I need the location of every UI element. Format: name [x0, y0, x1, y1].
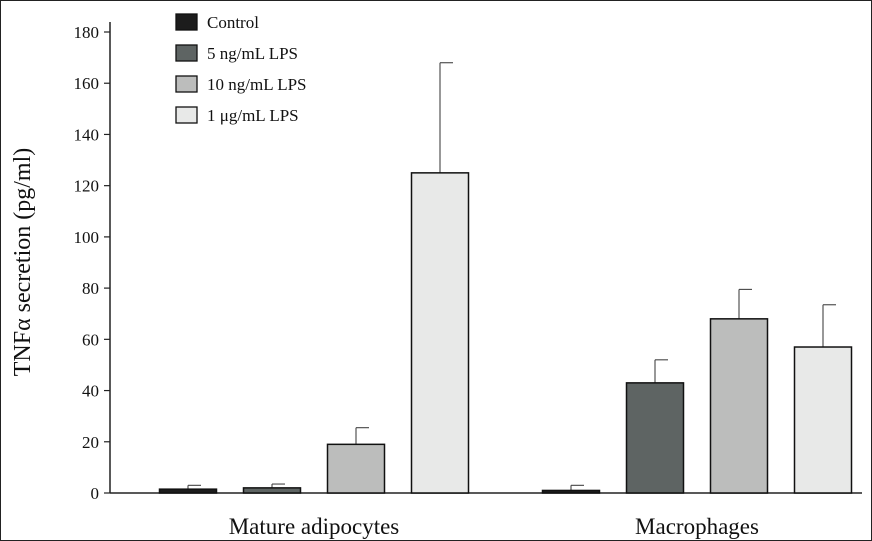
legend: Control 5 ng/mL LPS 10 ng/mL LPS 1 μg/mL LP… [175, 13, 307, 125]
y-tick-label: 140 [74, 125, 100, 144]
legend-label: 10 ng/mL LPS [207, 75, 307, 94]
legend-label: Control [207, 13, 259, 32]
y-tick-label: 160 [74, 74, 100, 93]
legend-label: 5 ng/mL LPS [207, 44, 298, 63]
bar [326, 443, 386, 494]
bar [625, 382, 685, 494]
legend-swatch [175, 44, 198, 62]
legend-swatch [175, 75, 198, 93]
bar [158, 488, 218, 494]
bar [410, 172, 470, 494]
y-tick-label: 60 [82, 330, 99, 349]
x-category-label: Mature adipocytes [229, 514, 400, 539]
x-category-label: Macrophages [635, 514, 759, 539]
legend-swatch [175, 13, 198, 31]
axes: 0 20 40 60 80 100 120 140 160 180 Mature adipocyte… [74, 22, 862, 539]
y-tick-label: 0 [91, 484, 100, 503]
y-tick-label: 100 [74, 228, 100, 247]
y-tick-label: 120 [74, 177, 100, 196]
y-tick-label: 40 [82, 382, 99, 401]
y-tick-label: 20 [82, 433, 99, 452]
y-tick-label: 80 [82, 279, 99, 298]
bar [242, 487, 302, 494]
bar [793, 346, 853, 494]
bar [709, 318, 769, 494]
legend-swatch [175, 106, 198, 124]
bars [158, 62, 853, 494]
y-tick-label: 180 [74, 23, 100, 42]
y-axis-label: TNFα secretion (pg/ml) [10, 148, 36, 377]
bar [541, 489, 601, 494]
legend-label: 1 μg/mL LPS [207, 106, 299, 125]
